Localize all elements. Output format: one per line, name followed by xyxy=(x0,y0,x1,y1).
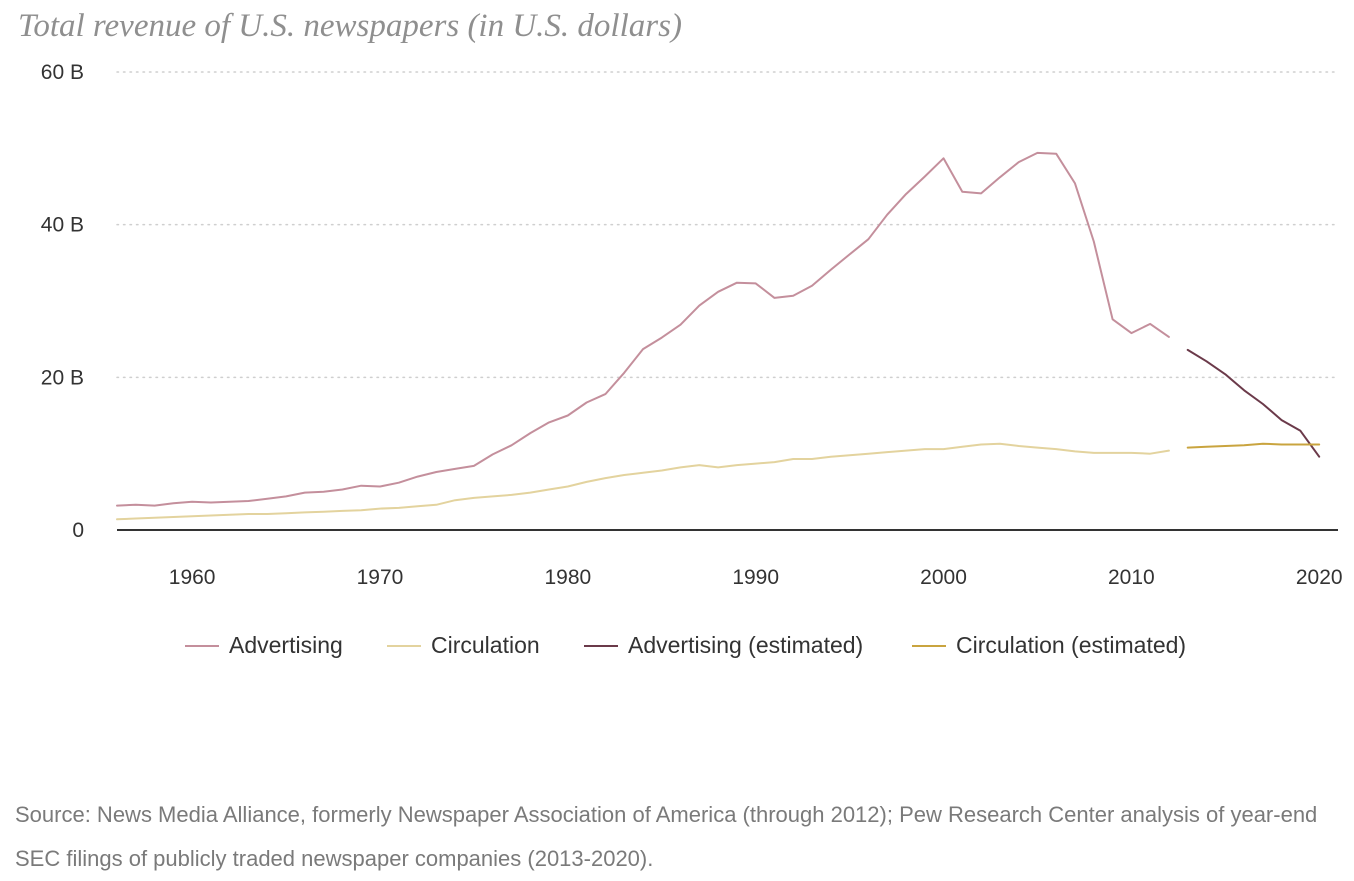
x-tick-label: 2010 xyxy=(1108,566,1155,589)
x-tick-label: 1960 xyxy=(169,566,216,589)
y-tick-label: 60 B xyxy=(41,61,84,84)
x-tick-label: 1970 xyxy=(357,566,404,589)
source-note: Source: News Media Alliance, formerly Ne… xyxy=(15,802,1318,871)
legend-label: Advertising xyxy=(229,632,343,658)
y-tick-label: 40 B xyxy=(41,214,84,237)
y-tick-label: 0 xyxy=(72,519,84,542)
series-line-circulation-estimated xyxy=(1186,442,1321,449)
legend-item: Circulation xyxy=(387,632,540,658)
x-axis-tick-labels: 1960 1970 1980 1990 2000 2010 2020 xyxy=(169,566,1343,589)
legend-item: Advertising xyxy=(185,632,343,658)
x-tick-label: 1980 xyxy=(544,566,591,589)
gridlines xyxy=(116,71,1339,379)
legend: Advertising Circulation Advertising (estim… xyxy=(185,632,1186,658)
legend-label: Advertising (estimated) xyxy=(628,632,863,658)
x-tick-label: 2000 xyxy=(920,566,967,589)
legend-label: Circulation (estimated) xyxy=(956,632,1186,658)
series-line-advertising-estimated xyxy=(1186,348,1321,458)
series-line-advertising xyxy=(116,151,1170,507)
y-tick-label: 20 B xyxy=(41,366,84,389)
x-tick-label: 1990 xyxy=(732,566,779,589)
series-lines xyxy=(116,151,1321,521)
revenue-line-chart: 0 20 B 40 B 60 B 1960 1970 1980 1990 2000 2010 20… xyxy=(41,61,1343,658)
y-axis-tick-labels: 0 20 B 40 B 60 B xyxy=(41,61,84,542)
legend-label: Circulation xyxy=(431,632,540,658)
legend-item: Advertising (estimated) xyxy=(584,632,863,658)
legend-item: Circulation (estimated) xyxy=(912,632,1186,658)
x-tick-label: 2020 xyxy=(1296,566,1343,589)
series-line-circulation xyxy=(116,442,1170,521)
chart-title: Total revenue of U.S. newspapers (in U.S… xyxy=(18,8,682,44)
